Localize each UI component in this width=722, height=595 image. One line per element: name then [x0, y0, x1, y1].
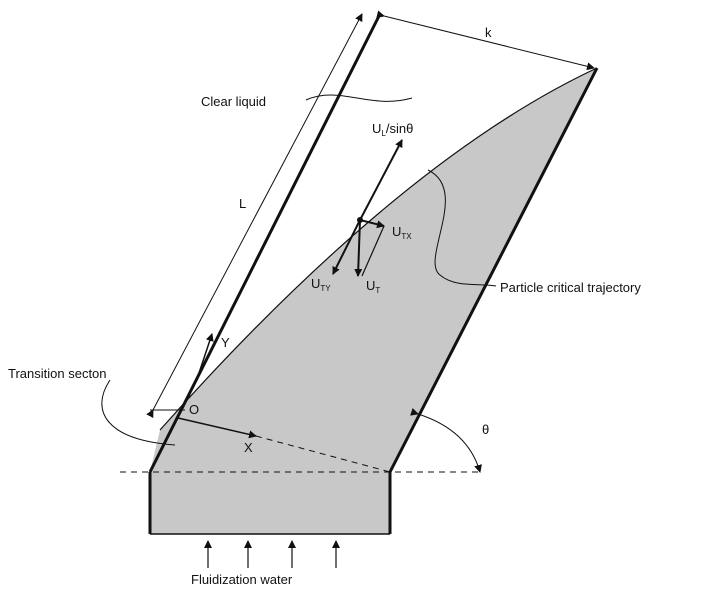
ul-label: UL/sinθ: [372, 121, 413, 138]
ul-suffix: /sinθ: [386, 121, 413, 136]
x-axis-label: X: [244, 440, 253, 455]
transition-leader: [101, 379, 176, 446]
ut-main: U: [366, 278, 375, 293]
base-column: [150, 472, 390, 534]
x-axis: [177, 417, 257, 439]
uty-vector: [332, 219, 361, 275]
ut-sub: T: [375, 286, 380, 295]
trajectory-leader: [427, 169, 497, 287]
ul-vector: [359, 139, 403, 221]
l-dimension-line: [146, 13, 363, 419]
utx-label: UTX: [392, 224, 412, 241]
utx-main: U: [392, 224, 401, 239]
k-label: k: [485, 25, 492, 40]
ut-parallelogram-side: [361, 225, 385, 277]
clear-liquid-leader: [305, 94, 413, 102]
transition-section-label: Transition secton: [8, 366, 107, 381]
uty-sub: TY: [320, 284, 331, 293]
particle-trajectory-label: Particle critical trajectory: [500, 280, 641, 295]
theta-label: θ: [482, 422, 489, 437]
y-axis-label: Y: [221, 335, 230, 350]
utx-vector: [359, 219, 385, 229]
ut-label: UT: [366, 278, 380, 295]
ul-main: U: [372, 121, 381, 136]
k-dimension-line: [376, 10, 595, 71]
theta-arc: [410, 408, 482, 473]
uty-label: UTY: [311, 276, 331, 293]
ul-sub: L: [381, 129, 386, 138]
origin-label: O: [189, 402, 199, 417]
ut-vector: [354, 219, 363, 277]
l-label: L: [239, 196, 246, 211]
utx-sub: TX: [401, 232, 412, 241]
x-axis-extension: [255, 435, 391, 473]
right-wall: [388, 67, 599, 473]
uty-main: U: [311, 276, 320, 291]
fluidization-water-label: Fluidization water: [191, 572, 293, 587]
clear-liquid-label: Clear liquid: [201, 94, 266, 109]
